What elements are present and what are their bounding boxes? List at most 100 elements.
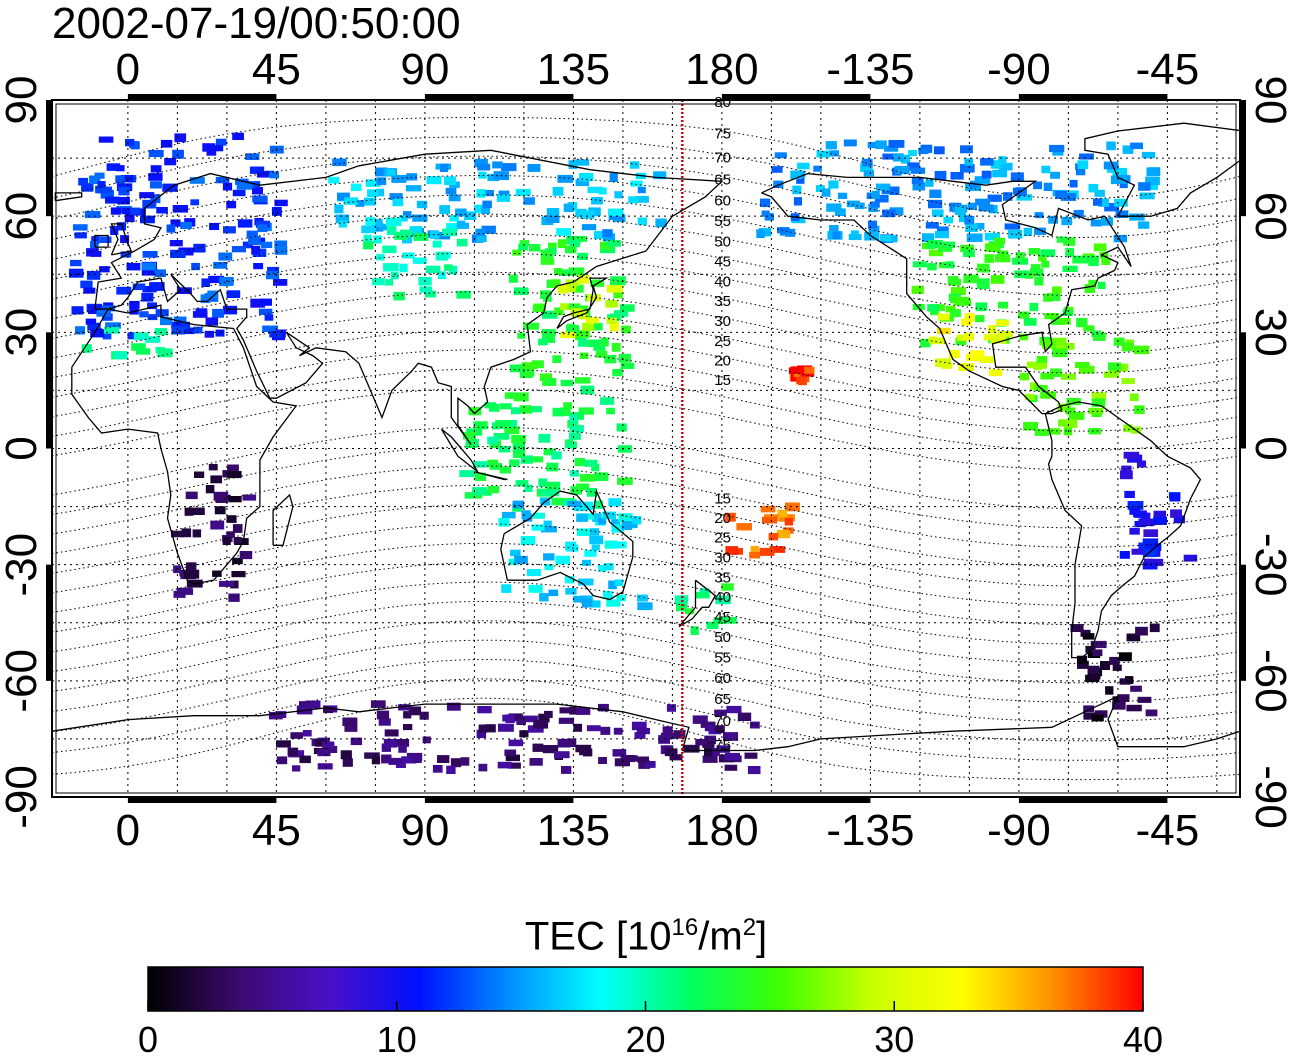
- tec-cell: [448, 194, 461, 202]
- tec-cell: [1063, 419, 1078, 428]
- tec-cell: [584, 459, 598, 467]
- tec-cell: [634, 732, 646, 739]
- tec-cell: [575, 483, 590, 491]
- tec-cell: [949, 309, 961, 318]
- tec-cell: [885, 235, 898, 243]
- tec-cell: [1112, 167, 1128, 177]
- tec-cell: [1065, 407, 1076, 415]
- tec-cell: [776, 529, 791, 539]
- tec-cell: [496, 194, 510, 202]
- frame-band: [1240, 332, 1246, 449]
- tec-cell: [568, 160, 578, 169]
- tec-cell: [540, 489, 556, 496]
- tec-cell: [609, 173, 618, 183]
- tec-cell: [1051, 318, 1064, 325]
- tec-cell: [724, 764, 738, 771]
- tec-cell: [1016, 194, 1033, 201]
- coastline: [678, 579, 717, 628]
- tec-cell: [222, 182, 233, 191]
- tec-cell: [375, 167, 388, 177]
- tec-cell: [237, 219, 253, 228]
- tec-cell: [821, 188, 831, 197]
- tec-cell: [713, 617, 726, 625]
- lon-tick-label-top: -90: [987, 45, 1051, 94]
- tec-cell: [510, 549, 521, 557]
- tec-cell: [637, 594, 648, 602]
- tec-cell: [548, 242, 557, 251]
- tec-cell: [863, 170, 874, 177]
- tec-cell: [1076, 655, 1087, 664]
- tec-cell: [264, 314, 274, 321]
- tec-cell: [1033, 361, 1042, 371]
- tec-cell: [426, 176, 442, 185]
- frame-band: [127, 797, 277, 803]
- tec-cell: [141, 267, 158, 276]
- tec-cell: [600, 241, 613, 250]
- tec-cell: [749, 551, 761, 559]
- tec-cell: [512, 500, 524, 509]
- tec-cell: [541, 329, 556, 336]
- tec-cell: [185, 491, 198, 500]
- mlat-contour: [51, 116, 1241, 200]
- tec-cell: [585, 317, 599, 324]
- lon-tick-label-bottom: 45: [252, 806, 301, 855]
- tec-cell: [1098, 198, 1109, 207]
- tec-cell: [287, 747, 299, 757]
- tec-cell: [156, 207, 168, 214]
- tec-cell: [68, 268, 84, 278]
- tec-cell: [194, 471, 205, 478]
- mlat-contour: [51, 155, 1241, 239]
- coastline: [54, 192, 83, 202]
- tec-cell: [1010, 172, 1024, 182]
- tec-cell: [400, 229, 412, 238]
- tec-cell: [419, 711, 429, 720]
- tec-cell: [618, 513, 633, 523]
- tec-cell: [381, 743, 391, 752]
- tec-cell: [100, 190, 114, 199]
- tec-cell: [660, 732, 675, 740]
- tec-cell: [1145, 543, 1160, 552]
- tec-cell: [910, 167, 926, 174]
- mlat-label: 35: [714, 293, 731, 310]
- tec-cell: [785, 502, 800, 512]
- tec-cell: [149, 282, 165, 291]
- tec-cell: [874, 194, 889, 203]
- tec-cell: [948, 350, 960, 359]
- tec-cell: [566, 325, 580, 334]
- tec-cell: [1134, 405, 1145, 414]
- tec-cell: [456, 238, 468, 247]
- tec-cell: [758, 228, 772, 237]
- tec-cell: [444, 264, 453, 271]
- tec-cell: [1079, 153, 1094, 160]
- tec-cell: [1043, 293, 1053, 302]
- tec-cell: [608, 498, 622, 507]
- mlat-label: 25: [714, 333, 731, 350]
- mlat-contour: [51, 175, 1241, 258]
- tec-cell: [1123, 424, 1133, 433]
- tec-cell: [1029, 302, 1039, 312]
- tec-cell: [476, 189, 486, 198]
- tec-cell: [317, 763, 333, 770]
- tec-cell: [334, 204, 344, 214]
- tec-cell: [514, 555, 528, 564]
- tec-cell: [892, 153, 904, 162]
- tec-cell: [829, 225, 839, 234]
- tec-cell: [526, 569, 541, 577]
- mlat-label: 45: [714, 253, 731, 270]
- tec-cell: [889, 207, 904, 216]
- lon-tick-label-top: 0: [116, 45, 140, 94]
- tec-cell: [466, 428, 483, 436]
- tec-cell: [1109, 656, 1120, 665]
- tec-cell: [587, 186, 603, 194]
- lat-tick-label-right: -90: [1246, 765, 1292, 829]
- tec-cell: [487, 436, 498, 445]
- tec-cell: [81, 183, 94, 192]
- tec-cell: [989, 369, 1003, 377]
- tec-cell: [485, 724, 496, 733]
- tec-cell: [606, 317, 617, 325]
- tec-cell: [519, 240, 530, 247]
- tec-cell: [1106, 141, 1116, 151]
- axis-labels: 80 75 70 65 60 55 50 45 40 35 30 25 20 15 15 20 25 30 35 40…: [0, 45, 1292, 855]
- tec-cell: [375, 188, 385, 197]
- tec-cell: [215, 329, 225, 337]
